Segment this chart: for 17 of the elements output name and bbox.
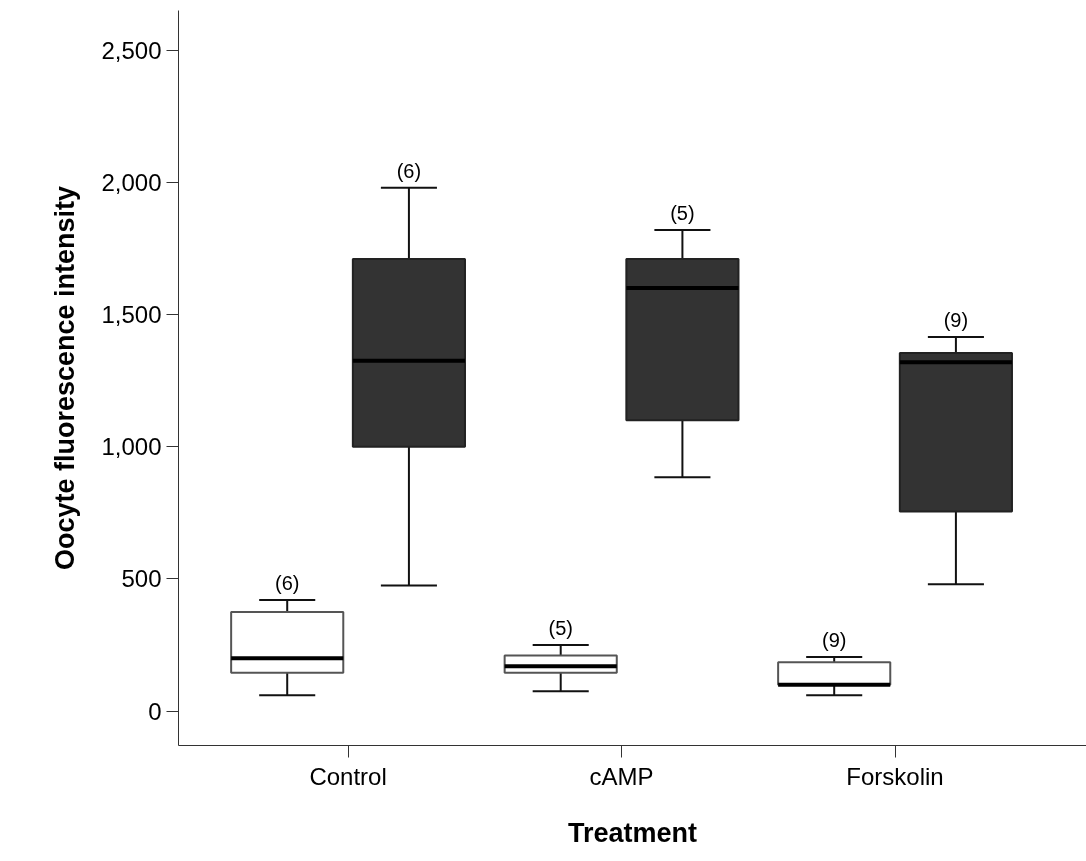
y-tick-label: 2,500: [101, 36, 162, 64]
y-axis-title: Oocyte fluorescence intensity: [50, 185, 81, 571]
y-tick-label: 1,500: [101, 301, 162, 329]
y-tick-label: 2,000: [101, 168, 162, 196]
annotation: (5): [548, 617, 573, 640]
annotation: (6): [396, 159, 422, 182]
annotation: (6): [274, 572, 300, 595]
x-tick-label: Forskolin: [846, 762, 944, 790]
x-axis-title: Treatment: [567, 817, 698, 848]
y-tick-label: 0: [148, 697, 162, 725]
y-tick-label: 1,000: [101, 433, 162, 461]
annotation: (9): [821, 628, 847, 651]
annotation: (5): [670, 201, 695, 224]
x-tick-label: cAMP: [589, 762, 654, 790]
annotation: (9): [943, 309, 969, 332]
x-tick-label: Control: [309, 762, 387, 790]
y-tick-label: 500: [121, 565, 162, 593]
